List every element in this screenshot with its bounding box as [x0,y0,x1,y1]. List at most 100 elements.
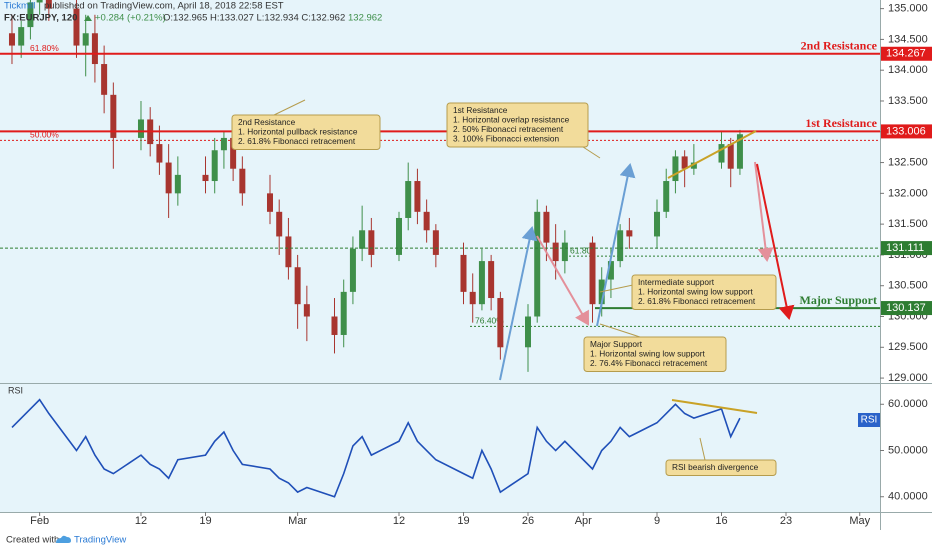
candle-body [220,137,227,151]
candle-body [36,0,43,3]
callout-text: 2. 50% Fibonacci retracement [453,124,564,134]
candle-body [469,291,476,305]
callout-text: 2. 61.8% Fibonacci retracement [238,136,356,146]
y-tick-label: 132.500 [888,156,928,168]
candle-body [460,254,467,292]
candle-body [607,261,614,280]
rsi-line [11,398,741,498]
trend-line [667,130,757,179]
arrow [499,226,538,381]
candle-body [690,162,697,169]
candle-body [82,33,89,46]
trend-line [671,399,758,414]
x-tick-label: Apr [575,515,592,527]
candle-body [101,64,108,95]
fib-label: 61.80% [30,43,59,53]
arrow [754,161,774,262]
candle-body [91,33,98,65]
candle-body [230,137,237,169]
level-badge [881,46,932,61]
pointer [271,99,306,117]
level-name: Major Support [800,293,877,307]
candle-body [497,298,504,348]
y-tick-label: 134.500 [888,33,928,45]
candle-body [681,156,688,169]
candle-body [488,261,495,299]
candle-body [27,2,34,28]
y-tick-label: 129.500 [888,341,928,353]
candle-body [672,156,679,182]
level-value: 134.267 [886,48,926,60]
author[interactable]: Tickmill [4,1,35,12]
candle-body [525,316,531,348]
x-tick-label: 19 [199,515,211,527]
y-tick-label: 132.000 [888,187,928,199]
candle-body [561,242,568,262]
level-badge [881,301,932,316]
y-tick-label: 129.000 [888,372,928,384]
candle-body [18,27,25,46]
x-tick-label: 23 [780,515,792,527]
callout-text: 2. 61.8% Fibonacci retracement [638,296,756,306]
callout-text: 1st Resistance [453,105,508,115]
candle-body [727,144,734,169]
callout-text: Major Support [590,339,643,349]
arrow [756,163,795,320]
rsi-title: RSI [8,385,23,395]
callout-box [231,114,381,150]
candle-body [174,174,181,194]
level-value: 130.137 [886,302,926,314]
pointer [599,284,634,293]
candle-body [423,211,430,231]
candle-body [654,211,661,237]
y-tick-label: 60.0000 [888,398,928,410]
fib-label: 76.40% [475,316,504,326]
candle-body [478,261,485,305]
level-name: 1st Resistance [805,116,877,130]
change: +0.284 (+0.21%) [95,13,166,24]
x-tick-label: Feb [30,515,49,527]
level-name: 2nd Resistance [801,39,878,53]
x-tick-label: 16 [715,515,727,527]
candle-body [534,211,541,317]
candle-body [285,236,292,268]
symbol: FX:EURJPY, 120 [4,13,77,24]
candle-body [663,181,670,212]
fib-label: 50.00% [30,130,59,140]
candle-body [368,230,375,255]
up-icon [84,15,92,21]
candle-body [432,230,439,255]
footer-brand[interactable]: TradingView [74,535,126,546]
candle-body [156,144,163,163]
pointer [699,437,706,461]
callout-text: 1. Horizontal swing low support [590,349,706,359]
candle-body [552,242,559,262]
level-value: 133.006 [886,125,926,137]
ohlc: O:132.965 H:133.027 L:132.934 C:132.962 [163,13,345,24]
x-tick-label: 19 [457,515,469,527]
callout-box [446,102,589,148]
callout-text: 1. Horizontal pullback resistance [238,127,358,137]
footer-text: Created with [6,535,59,546]
candle-body [718,144,725,163]
x-tick-label: Mar [288,515,307,527]
candle-body [266,193,273,212]
candle-body [617,230,624,262]
fib-label: 61.80 [570,245,592,255]
candle-body [589,242,596,305]
callout-box [631,274,777,310]
candle-body [202,174,209,182]
level-badge [881,124,932,139]
callout-box [665,459,777,476]
legend-badge [858,413,880,427]
x-tick-label: 9 [654,515,660,527]
level-badge [881,241,932,256]
arrow [536,235,590,326]
callout-text: 3. 100% Fibonacci extension [453,134,559,144]
candle-body [395,217,402,255]
candle-body [331,316,338,335]
header: Tickmill published on TradingView.com, A… [4,1,386,24]
candle-body [211,150,218,182]
y-tick-label: 50.0000 [888,444,928,456]
